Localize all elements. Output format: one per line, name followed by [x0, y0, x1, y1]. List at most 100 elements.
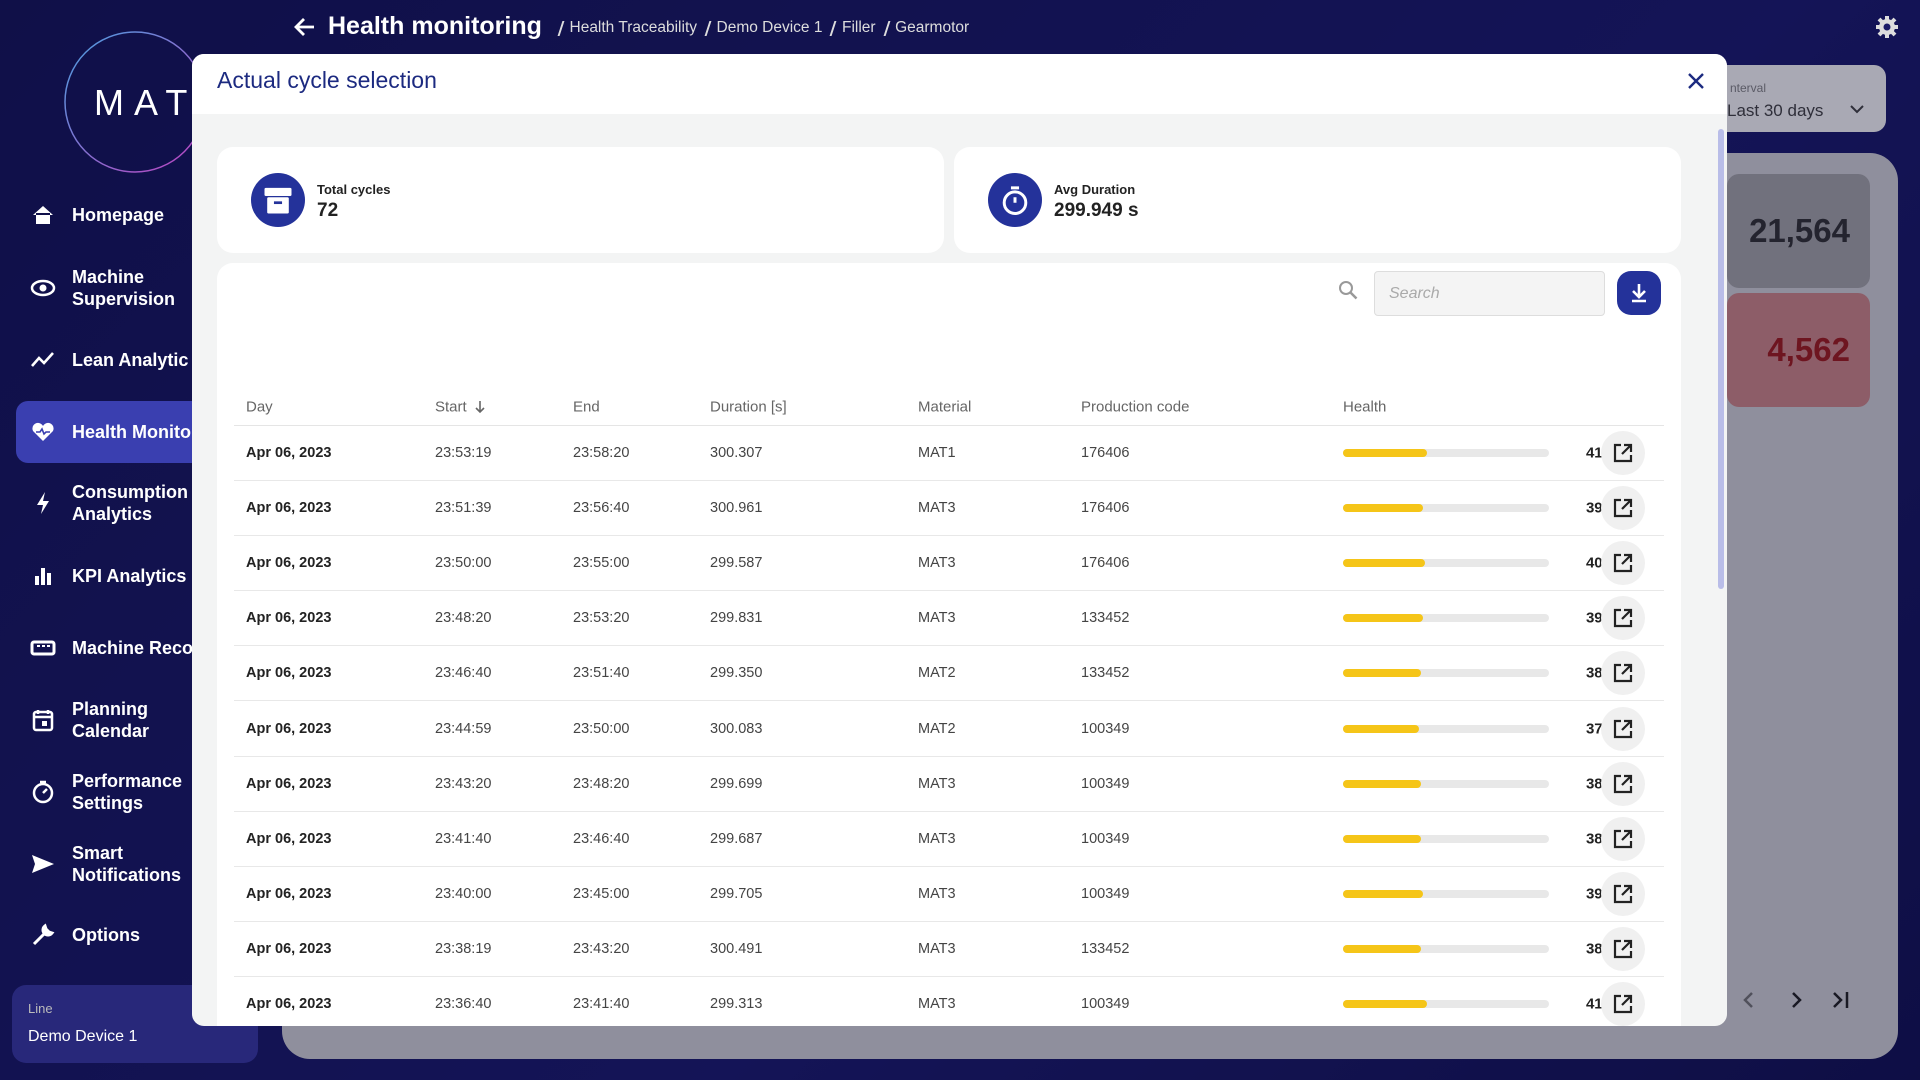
- modal: Actual cycle selection Search DayStartEn…: [192, 54, 1727, 1026]
- sort-arrow: [474, 400, 486, 414]
- page-title: Health monitoring: [328, 12, 542, 41]
- nav-item[interactable]: Health Monito: [72, 421, 202, 443]
- settings-icon[interactable]: [1875, 15, 1899, 39]
- open-button[interactable]: [1601, 707, 1645, 751]
- open-button[interactable]: [1601, 541, 1645, 585]
- health-bar: [1343, 835, 1421, 843]
- nav-item[interactable]: Machine Supervision: [72, 266, 202, 310]
- open-button[interactable]: [1601, 486, 1645, 530]
- cell: 100349: [1081, 996, 1129, 1012]
- cell: MAT3: [918, 886, 956, 902]
- open-button[interactable]: [1601, 817, 1645, 861]
- cell: Apr 06, 2023: [246, 500, 331, 516]
- nav-icon: [30, 202, 56, 228]
- cell: 300.491: [710, 941, 762, 957]
- nav-item[interactable]: Performance Settings: [72, 770, 202, 814]
- cell: 23:43:20: [573, 941, 629, 957]
- icon: [1601, 872, 1645, 916]
- download-button[interactable]: [1617, 271, 1661, 315]
- cell: 23:45:00: [573, 886, 629, 902]
- close-button[interactable]: [1687, 72, 1705, 90]
- cell: 23:51:40: [573, 665, 629, 681]
- nav-item[interactable]: Homepage: [72, 204, 202, 226]
- cell: MAT3: [918, 996, 956, 1012]
- table-card: Search DayStartEndDuration [s]MaterialPr…: [217, 263, 1681, 1026]
- cell: 23:40:00: [435, 886, 491, 902]
- nav-item[interactable]: Consumption Analytics: [72, 481, 202, 525]
- open-button[interactable]: [1601, 982, 1645, 1026]
- search-input[interactable]: Search: [1374, 271, 1605, 316]
- cell: Apr 06, 2023: [246, 665, 331, 681]
- back-arrow[interactable]: [292, 15, 318, 39]
- cell: MAT3: [918, 776, 956, 792]
- icon: [30, 635, 56, 661]
- cell: 133452: [1081, 665, 1129, 681]
- cell: 100349: [1081, 831, 1129, 847]
- cell: 23:38:19: [435, 941, 491, 957]
- column-header[interactable]: Start: [435, 399, 467, 416]
- icon: [1601, 707, 1645, 751]
- nav-icon: [30, 347, 56, 373]
- cell: Apr 06, 2023: [246, 776, 331, 792]
- open-button[interactable]: [1601, 651, 1645, 695]
- icon: [988, 173, 1042, 227]
- open-button[interactable]: [1601, 762, 1645, 806]
- cell: 23:56:40: [573, 500, 629, 516]
- nav-icon: [30, 419, 56, 445]
- open-button[interactable]: [1601, 927, 1645, 971]
- cell: Apr 06, 2023: [246, 941, 331, 957]
- column-header: Duration [s]: [710, 399, 787, 416]
- nav-item[interactable]: KPI Analytics: [72, 565, 202, 587]
- cell: MAT1: [918, 445, 956, 461]
- cell: Apr 06, 2023: [246, 721, 331, 737]
- cell: 300.083: [710, 721, 762, 737]
- breadcrumb[interactable]: Demo Device 1: [717, 19, 823, 37]
- row-divider: [234, 590, 1664, 591]
- row-divider: [234, 811, 1664, 812]
- nav-item[interactable]: Planning Calendar: [72, 698, 202, 742]
- cell: 23:41:40: [435, 831, 491, 847]
- nav-item[interactable]: Lean Analytic: [72, 349, 202, 371]
- health-bar: [1343, 1000, 1427, 1008]
- logo-text: MAT: [94, 82, 197, 124]
- cell: 23:53:19: [435, 445, 491, 461]
- row-divider: [234, 535, 1664, 536]
- nav-item[interactable]: Smart Notifications: [72, 842, 202, 886]
- breadcrumb[interactable]: Health Traceability: [570, 19, 698, 37]
- cell: MAT3: [918, 610, 956, 626]
- cell: 23:36:40: [435, 996, 491, 1012]
- open-button[interactable]: [1601, 431, 1645, 475]
- breadcrumb-separator: [705, 21, 711, 36]
- cell: 299.313: [710, 996, 762, 1012]
- icon: [1601, 817, 1645, 861]
- row-divider: [234, 921, 1664, 922]
- cell: 299.587: [710, 555, 762, 571]
- stat-value: 299.949 s: [1054, 200, 1139, 222]
- cell: 23:46:40: [435, 665, 491, 681]
- cell: Apr 06, 2023: [246, 886, 331, 902]
- nav-icon: [30, 851, 56, 877]
- cell: MAT3: [918, 555, 956, 571]
- scrollbar[interactable]: [1718, 129, 1724, 589]
- breadcrumb-separator: [830, 21, 836, 36]
- nav-item[interactable]: Machine Reco: [72, 637, 202, 659]
- cell: MAT3: [918, 500, 956, 516]
- cell: 23:55:00: [573, 555, 629, 571]
- stat-label: Avg Duration: [1054, 182, 1135, 197]
- open-button[interactable]: [1601, 596, 1645, 640]
- stat-card: Total cycles72: [217, 147, 944, 253]
- cell: 100349: [1081, 721, 1129, 737]
- nav-icon: [30, 490, 56, 516]
- cell: 23:50:00: [435, 555, 491, 571]
- cell: 176406: [1081, 445, 1129, 461]
- open-button[interactable]: [1601, 872, 1645, 916]
- cell: MAT2: [918, 665, 956, 681]
- cell: 299.831: [710, 610, 762, 626]
- column-header: Production code: [1081, 399, 1189, 416]
- icon: [1601, 982, 1645, 1026]
- cell: 23:48:20: [573, 776, 629, 792]
- breadcrumb[interactable]: Filler: [842, 19, 876, 37]
- breadcrumb[interactable]: Gearmotor: [895, 19, 969, 37]
- nav-item[interactable]: Options: [72, 924, 202, 946]
